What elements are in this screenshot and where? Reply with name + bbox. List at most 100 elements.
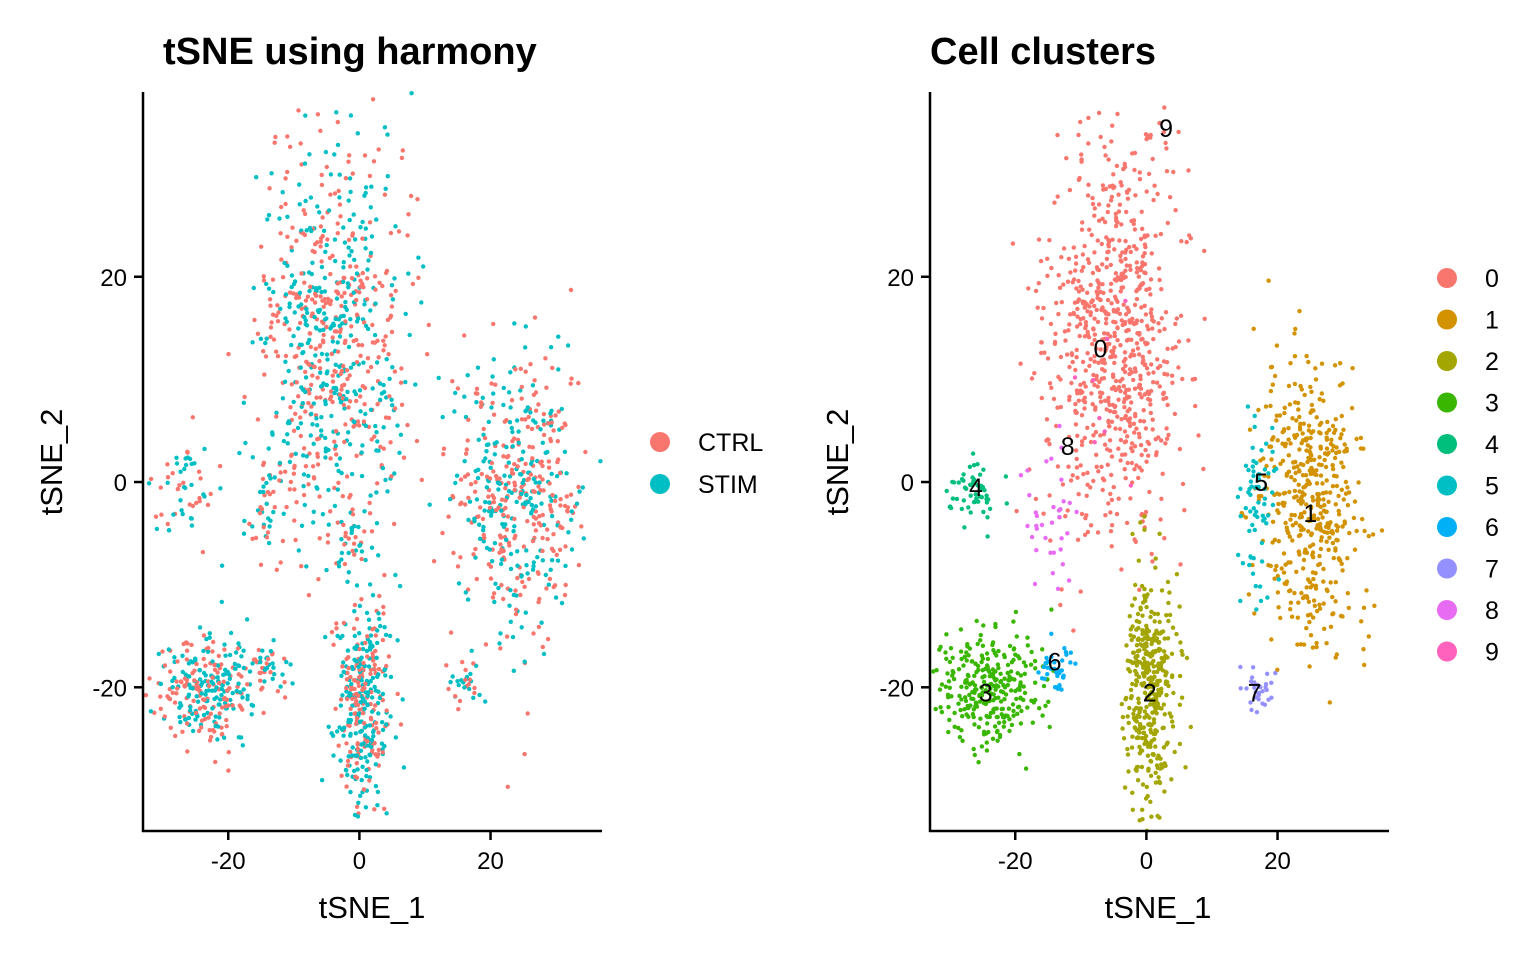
point-stim [332, 237, 338, 242]
point-ctrl [165, 462, 170, 467]
point-ctrl [185, 449, 190, 454]
point-stim [282, 379, 288, 384]
point-ctrl [274, 567, 279, 572]
point-cluster-0 [1100, 262, 1105, 267]
point-ctrl [346, 159, 351, 164]
point-cluster-0 [1117, 311, 1123, 316]
point-cluster-0 [1202, 316, 1207, 321]
point-cluster-3 [1002, 715, 1007, 720]
point-cluster-0 [1139, 209, 1144, 214]
point-ctrl [350, 512, 356, 517]
point-ctrl [313, 346, 318, 351]
point-cluster-1 [1323, 464, 1329, 470]
point-ctrl [305, 294, 311, 299]
point-stim [170, 685, 175, 690]
point-cluster-5 [1248, 509, 1253, 514]
point-cluster-0 [1048, 538, 1053, 543]
scatter-points-group [931, 105, 1385, 833]
point-cluster-0 [1079, 511, 1085, 517]
point-stim [465, 373, 470, 378]
point-cluster-2 [1178, 640, 1183, 645]
point-cluster-6 [1062, 646, 1067, 651]
point-ctrl [301, 208, 306, 213]
point-ctrl [370, 654, 376, 659]
point-cluster-1 [1298, 511, 1304, 517]
point-cluster-0 [1086, 115, 1091, 121]
point-ctrl [479, 471, 484, 477]
point-cluster-1 [1364, 588, 1369, 593]
point-ctrl [261, 710, 266, 716]
point-ctrl [330, 335, 335, 340]
point-cluster-0 [1090, 270, 1096, 276]
point-stim [493, 581, 498, 586]
point-cluster-0 [1165, 220, 1171, 226]
point-cluster-0 [1090, 201, 1096, 207]
point-cluster-1 [1269, 457, 1274, 462]
point-stim [341, 265, 346, 270]
point-stim [204, 688, 209, 694]
point-stim [468, 671, 473, 677]
point-stim [281, 511, 286, 516]
point-cluster-1 [1342, 442, 1347, 447]
point-stim [382, 668, 387, 673]
point-ctrl [340, 664, 345, 669]
point-ctrl [354, 453, 359, 458]
point-cluster-1 [1354, 528, 1359, 534]
point-cluster-0 [1132, 430, 1137, 435]
point-ctrl [328, 389, 334, 394]
point-stim [341, 660, 346, 665]
y-tick-label: 20 [887, 265, 914, 292]
point-stim [367, 582, 373, 587]
point-ctrl [504, 464, 509, 469]
point-cluster-4 [984, 496, 989, 502]
point-ctrl [373, 287, 378, 292]
point-cluster-1 [1319, 391, 1325, 396]
point-ctrl [506, 540, 512, 545]
point-ctrl [315, 240, 320, 245]
point-cluster-0 [1126, 337, 1131, 342]
point-ctrl [399, 366, 404, 371]
point-cluster-1 [1319, 361, 1325, 366]
point-ctrl [306, 400, 311, 406]
point-ctrl [278, 560, 283, 565]
point-stim [499, 508, 504, 513]
point-stim [381, 382, 386, 388]
point-cluster-2 [1152, 611, 1157, 616]
point-cluster-0 [1078, 317, 1083, 322]
point-cluster-1 [1340, 381, 1345, 386]
point-ctrl [345, 376, 350, 382]
point-cluster-4 [956, 480, 961, 485]
point-stim [509, 425, 514, 431]
point-ctrl [343, 176, 349, 181]
point-stim [341, 279, 346, 284]
point-ctrl [381, 611, 386, 616]
point-cluster-0 [1108, 262, 1114, 268]
point-stim [293, 451, 298, 456]
point-stim [388, 674, 394, 680]
point-stim [474, 497, 480, 502]
point-cluster-0 [1102, 144, 1107, 150]
point-stim [188, 708, 193, 713]
point-stim [270, 676, 275, 681]
point-cluster-0 [1125, 460, 1130, 466]
point-cluster-1 [1333, 655, 1338, 660]
point-cluster-1 [1317, 561, 1323, 567]
point-ctrl [486, 494, 491, 499]
point-stim [287, 459, 293, 465]
point-ctrl [355, 702, 361, 708]
point-cluster-1 [1318, 473, 1324, 478]
point-cluster-0 [1122, 429, 1128, 434]
point-cluster-0 [1130, 151, 1135, 156]
point-cluster-2 [1130, 807, 1136, 812]
point-ctrl [351, 424, 356, 429]
point-ctrl [491, 321, 496, 327]
point-cluster-0 [1076, 278, 1081, 284]
point-stim [283, 359, 288, 364]
cluster-label-0: 0 [1094, 336, 1108, 364]
point-ctrl [341, 620, 347, 626]
point-cluster-8 [1049, 456, 1054, 461]
legend-label: 9 [1485, 639, 1499, 667]
point-cluster-1 [1282, 500, 1287, 506]
point-ctrl [247, 521, 252, 526]
